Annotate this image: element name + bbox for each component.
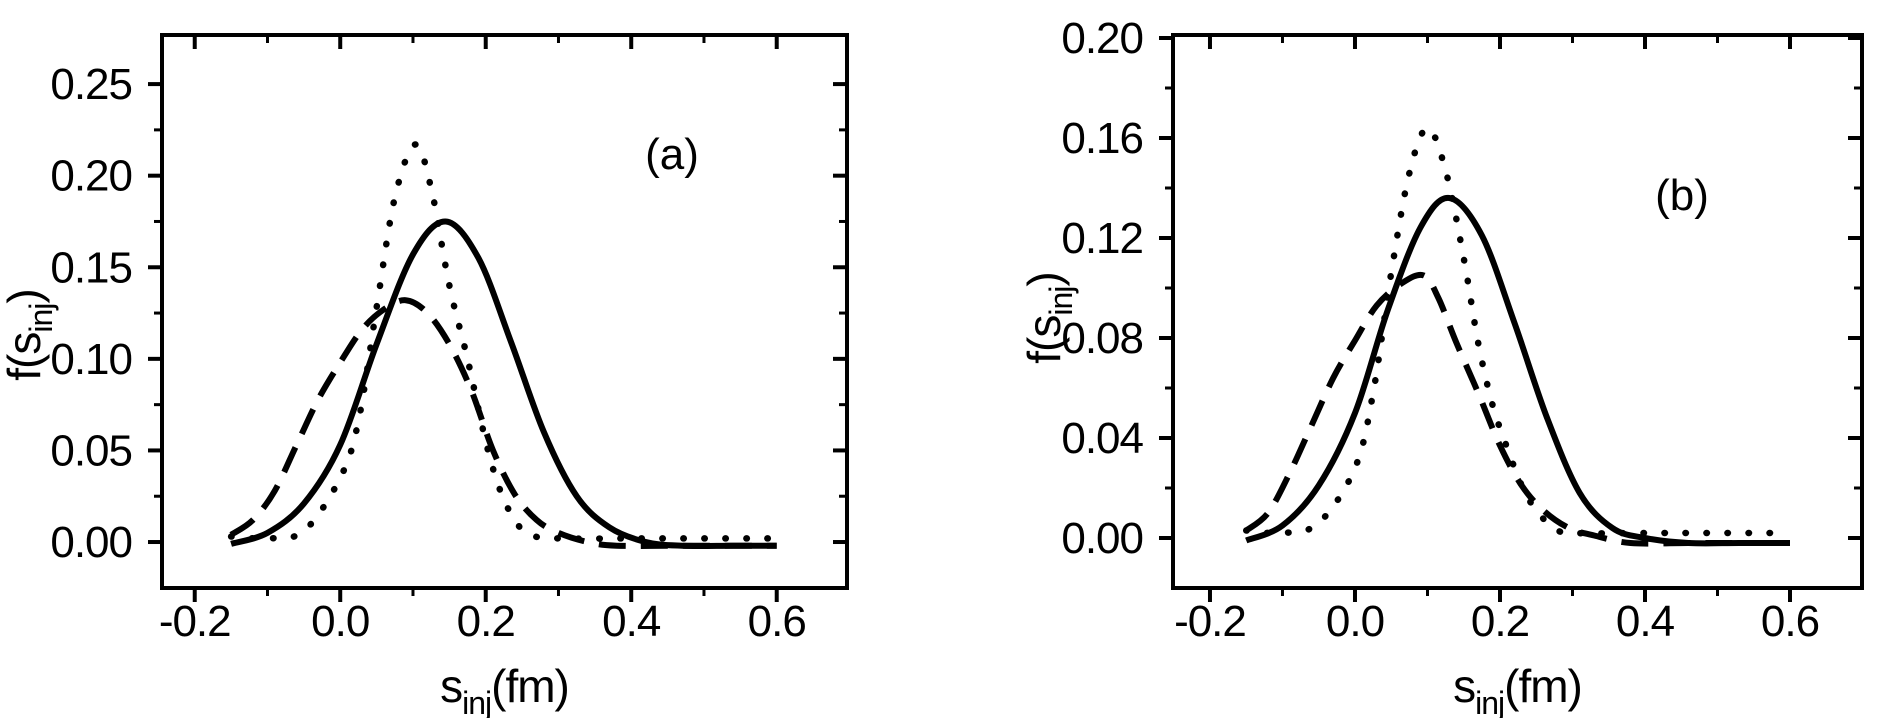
x-tick-label: -0.2	[159, 597, 231, 646]
solid-curve	[230, 218, 777, 549]
x-tick-label: 0.2	[1471, 597, 1529, 646]
y-tick-label: 0.04	[1061, 414, 1143, 463]
y-tick-label: 0.10	[50, 335, 132, 384]
x-axis-title: sinj(fm)	[440, 660, 569, 718]
panel-a: -0.2 0.0 0.2 0.4 0.6 0.00 0.05 0.10 0.15 0.20 0.25…	[0, 33, 849, 718]
plot-box	[160, 33, 849, 590]
y-tick-label: 0.20	[1061, 14, 1143, 63]
x-tick-label: -0.2	[1174, 597, 1246, 646]
y-tick-label: 0.20	[50, 152, 132, 201]
dashed-curve	[1244, 271, 1790, 547]
dotted-curve	[227, 141, 780, 542]
x-tick-label: 0.0	[311, 597, 369, 646]
x-tick-label: 0.4	[602, 597, 661, 646]
x-tick-label: 0.6	[1761, 597, 1819, 646]
x-axis-title: sinj(fm)	[1453, 660, 1582, 718]
y-tick-label: 0.25	[50, 60, 132, 109]
y-tick-label: 0.00	[50, 518, 132, 567]
panel-b-label: (b)	[1655, 171, 1709, 220]
solid-curve	[1245, 194, 1790, 547]
y-tick-label: 0.15	[50, 243, 132, 292]
panel-a-label: (a)	[645, 130, 699, 179]
x-tick-label: 0.0	[1326, 597, 1384, 646]
y-tick-label: 0.00	[1061, 514, 1143, 563]
plot-box	[1171, 33, 1864, 590]
y-tick-label: 0.12	[1061, 214, 1143, 263]
y-axis-title: f(sinj)	[1018, 272, 1079, 363]
x-tick-label: 0.4	[1616, 597, 1675, 646]
panel-b: -0.2 0.0 0.2 0.4 0.6 0.00 0.04 0.08 0.12 0.16 0.20…	[1018, 14, 1864, 718]
x-tick-label: 0.2	[457, 597, 515, 646]
x-tick-label: 0.6	[748, 597, 806, 646]
y-axis-title: f(sinj)	[0, 289, 59, 380]
dashed-curve	[229, 297, 777, 549]
y-tick-label: 0.08	[1061, 314, 1143, 363]
y-tick-label: 0.16	[1061, 114, 1143, 163]
y-tick-label: 0.05	[50, 426, 132, 475]
